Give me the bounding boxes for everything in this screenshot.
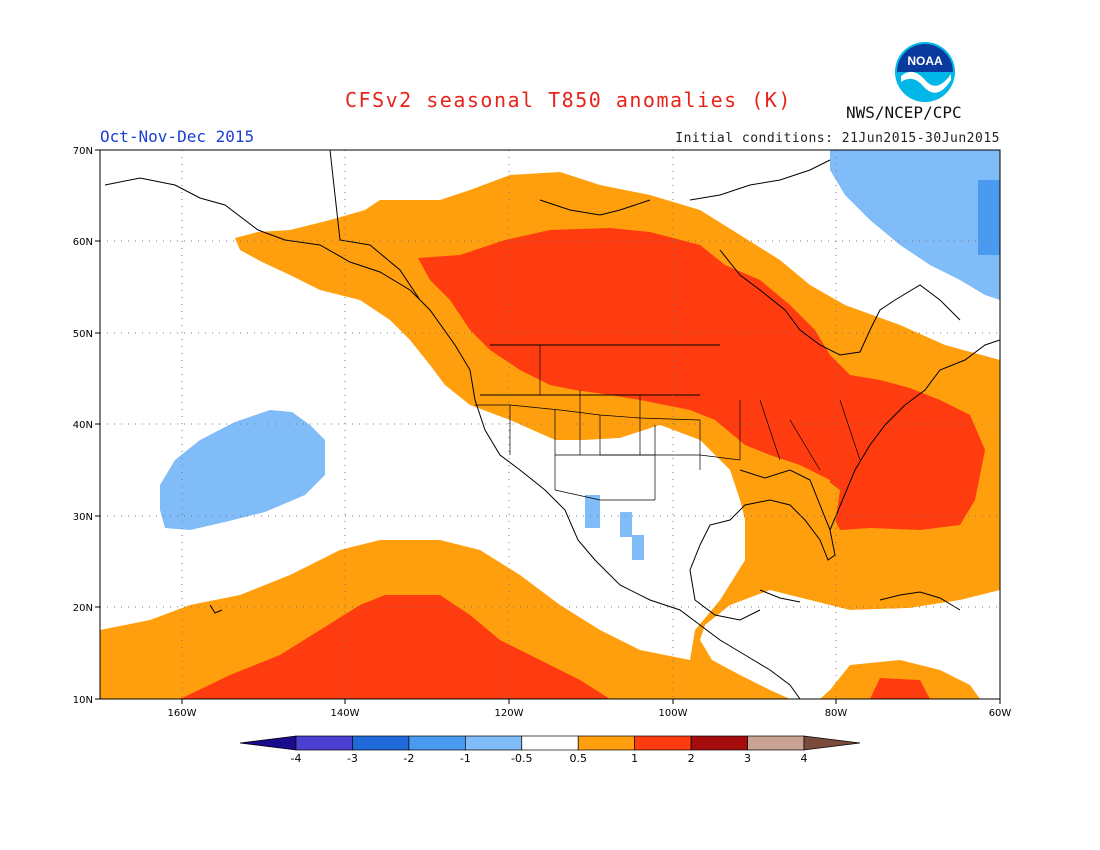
cool-patch-1 — [585, 495, 600, 528]
cool-anomaly-pacific — [160, 410, 325, 530]
strong-warm-anomaly-caribbean — [870, 678, 930, 699]
graticule — [100, 150, 1000, 699]
legend-swatch — [295, 735, 353, 751]
lat-label: 40N — [73, 420, 93, 431]
legend-swatch — [408, 735, 466, 751]
lat-label: 50N — [73, 329, 93, 340]
legend-swatch — [747, 735, 805, 751]
legend-swatch — [521, 735, 579, 751]
lat-label: 60N — [73, 237, 93, 248]
lon-label: 120W — [495, 708, 524, 719]
legend-swatch — [634, 735, 692, 751]
strong-warm-anomaly-subtropical-pacific — [180, 595, 610, 699]
lon-label: 80W — [825, 708, 848, 719]
cool-patch-3 — [632, 535, 644, 560]
lat-label: 10N — [73, 695, 93, 706]
legend-label: 4 — [801, 752, 808, 765]
lat-label: 30N — [73, 512, 93, 523]
lat-label: 70N — [73, 146, 93, 157]
initial-conditions: Initial conditions: 21Jun2015-30Jun2015 — [675, 131, 1000, 146]
lon-label: 160W — [168, 708, 197, 719]
lon-label: 60W — [989, 708, 1012, 719]
noaa-logo-text: NOAA — [907, 54, 943, 68]
warm-anomaly-southeast — [740, 470, 840, 545]
legend-label: 2 — [688, 752, 695, 765]
longitude-labels: 160W 140W 120W 100W 80W 60W — [168, 708, 1012, 719]
legend-swatch-high-end — [803, 735, 861, 751]
legend-label: 3 — [744, 752, 751, 765]
lon-label: 100W — [659, 708, 688, 719]
legend-swatch — [352, 735, 410, 751]
cool-anomaly-labrador-core — [978, 180, 1000, 255]
legend-swatch — [577, 735, 636, 751]
legend-label: -4 — [291, 752, 302, 765]
legend-label: -3 — [347, 752, 358, 765]
legend-swatches — [239, 735, 861, 751]
legend-label: 0.5 — [569, 752, 587, 765]
noaa-logo: NOAA — [893, 40, 957, 104]
latitude-labels: 10N 20N 30N 40N 50N 60N 70N — [73, 146, 93, 706]
agency-label: NWS/NCEP/CPC — [846, 103, 962, 122]
legend-label: -2 — [403, 752, 414, 765]
lon-label: 140W — [331, 708, 360, 719]
cool-anomaly-labrador — [830, 150, 1000, 300]
legend-labels: -4 -3 -2 -1 -0.5 0.5 1 2 3 4 — [291, 752, 808, 765]
anomaly-field — [100, 150, 1000, 699]
legend-swatch — [690, 735, 748, 751]
forecast-period: Oct-Nov-Dec 2015 — [100, 127, 255, 146]
political-borders — [475, 345, 861, 501]
coastlines — [104, 150, 1000, 699]
legend-label: 1 — [631, 752, 638, 765]
legend-label: -1 — [460, 752, 471, 765]
strong-warm-anomaly-canada-us — [418, 228, 985, 530]
warm-anomaly-north-america — [235, 172, 1000, 699]
chart-title: CFSv2 seasonal T850 anomalies (K) — [345, 88, 792, 112]
axis-ticks — [95, 149, 1001, 704]
legend-swatch-low-end — [239, 735, 297, 751]
lat-label: 20N — [73, 603, 93, 614]
legend-label: -0.5 — [511, 752, 532, 765]
cool-patch-2 — [620, 512, 632, 537]
legend-swatch — [464, 735, 523, 751]
neutral-caribbean — [800, 595, 1000, 699]
